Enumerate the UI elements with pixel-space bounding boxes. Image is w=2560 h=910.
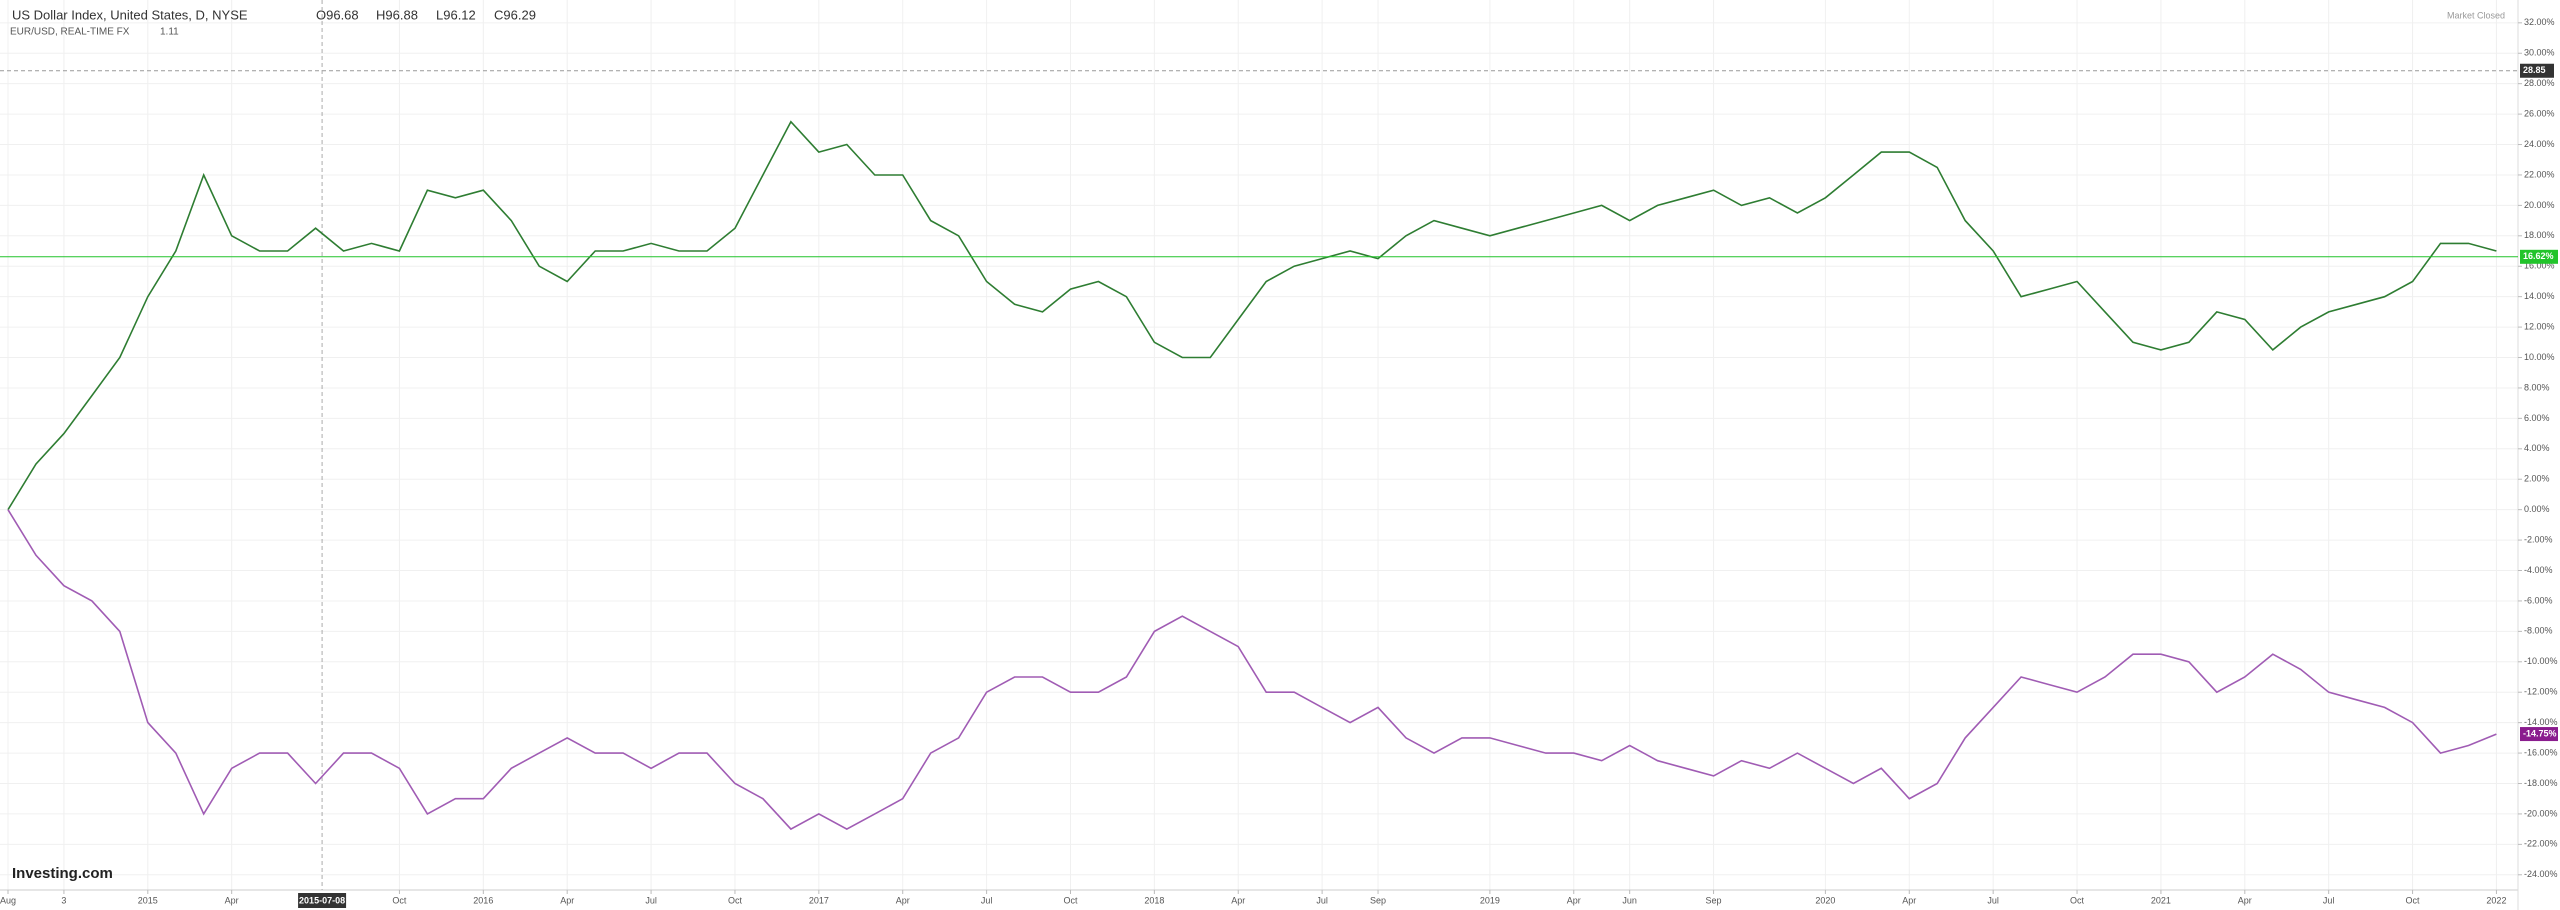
x-tick-label: 2017 <box>809 895 829 905</box>
y-tick-label: 16.00% <box>2524 261 2555 271</box>
x-tick-label: Jul <box>981 895 993 905</box>
x-tick-label: Apr <box>225 895 239 905</box>
last-price-label: -14.75% <box>2523 728 2557 738</box>
x-tick-label: 2022 <box>2486 895 2506 905</box>
y-tick-label: -20.00% <box>2524 808 2558 818</box>
y-tick-label: 12.00% <box>2524 321 2555 331</box>
y-tick-label: 8.00% <box>2524 382 2550 392</box>
crosshair-y-label: 28.85 <box>2523 65 2546 75</box>
y-tick-label: 10.00% <box>2524 352 2555 362</box>
ohlc-high: H96.88 <box>376 7 418 22</box>
market-status: Market Closed <box>2447 10 2505 20</box>
y-tick-label: -8.00% <box>2524 626 2553 636</box>
x-tick-label: 2020 <box>1815 895 1835 905</box>
chart-title: US Dollar Index, United States, D, NYSE <box>12 7 248 22</box>
y-tick-label: -6.00% <box>2524 595 2553 605</box>
x-tick-label: Apr <box>896 895 910 905</box>
x-tick-label: Apr <box>560 895 574 905</box>
y-tick-label: 30.00% <box>2524 48 2555 58</box>
x-tick-label: 2016 <box>473 895 493 905</box>
subtitle-value: 1.11 <box>160 27 179 38</box>
x-tick-label: Apr <box>1231 895 1245 905</box>
y-tick-label: 20.00% <box>2524 200 2555 210</box>
y-tick-label: 32.00% <box>2524 17 2555 27</box>
x-tick-label: 2018 <box>1144 895 1164 905</box>
last-price-label: 16.62% <box>2523 251 2554 261</box>
y-tick-label: -14.00% <box>2524 717 2558 727</box>
x-tick-label: Jul <box>645 895 657 905</box>
last-price-box <box>2520 249 2558 264</box>
series-line <box>7 120 2497 511</box>
x-tick-label: Sep <box>1706 895 1722 905</box>
crosshair-x-label: 2015-07-08 <box>299 895 345 905</box>
y-tick-label: 24.00% <box>2524 139 2555 149</box>
series-line <box>7 509 2497 831</box>
last-price-box <box>2520 727 2558 742</box>
y-tick-label: 18.00% <box>2524 230 2555 240</box>
x-tick-label: 3 <box>61 895 66 905</box>
crosshair-x-box <box>298 893 347 908</box>
x-tick-label: 2021 <box>2151 895 2171 905</box>
subtitle: EUR/USD, REAL-TIME FX <box>10 27 130 38</box>
x-tick-label: Apr <box>1567 895 1581 905</box>
y-tick-label: 22.00% <box>2524 169 2555 179</box>
x-tick-label: 2015 <box>138 895 158 905</box>
y-tick-label: 2.00% <box>2524 474 2550 484</box>
y-tick-label: -10.00% <box>2524 656 2558 666</box>
ohlc-low: L96.12 <box>436 7 476 22</box>
y-tick-label: -2.00% <box>2524 534 2553 544</box>
x-tick-label: Jun <box>1622 895 1637 905</box>
x-tick-label: Jul <box>1987 895 1999 905</box>
x-tick-label: Oct <box>728 895 743 905</box>
x-tick-label: Oct <box>2070 895 2085 905</box>
y-tick-label: -4.00% <box>2524 565 2553 575</box>
crosshair-y-box <box>2520 63 2554 78</box>
x-tick-label: 2019 <box>1480 895 1500 905</box>
x-tick-label: Aug <box>0 895 16 905</box>
y-tick-label: -24.00% <box>2524 869 2558 879</box>
y-tick-label: 4.00% <box>2524 443 2550 453</box>
y-tick-label: -18.00% <box>2524 778 2558 788</box>
y-tick-label: 26.00% <box>2524 108 2555 118</box>
x-tick-label: Jul <box>1316 895 1328 905</box>
y-tick-label: 14.00% <box>2524 291 2555 301</box>
y-tick-label: 6.00% <box>2524 413 2550 423</box>
x-tick-label: Oct <box>2406 895 2421 905</box>
y-tick-label: 28.00% <box>2524 78 2555 88</box>
x-tick-label: Apr <box>2238 895 2252 905</box>
ohlc-open: O96.68 <box>316 7 359 22</box>
x-tick-label: Jul <box>2323 895 2335 905</box>
y-tick-label: 0.00% <box>2524 504 2550 514</box>
x-tick-label: Oct <box>1063 895 1078 905</box>
grid <box>0 0 2518 890</box>
logo: Investing.com <box>12 865 113 882</box>
y-tick-label: -22.00% <box>2524 839 2558 849</box>
y-tick-label: -16.00% <box>2524 747 2558 757</box>
y-tick-label: -12.00% <box>2524 687 2558 697</box>
x-tick-label: Oct <box>392 895 407 905</box>
ohlc-close: C96.29 <box>494 7 536 22</box>
x-tick-label: Apr <box>1902 895 1916 905</box>
x-tick-label: Sep <box>1370 895 1386 905</box>
